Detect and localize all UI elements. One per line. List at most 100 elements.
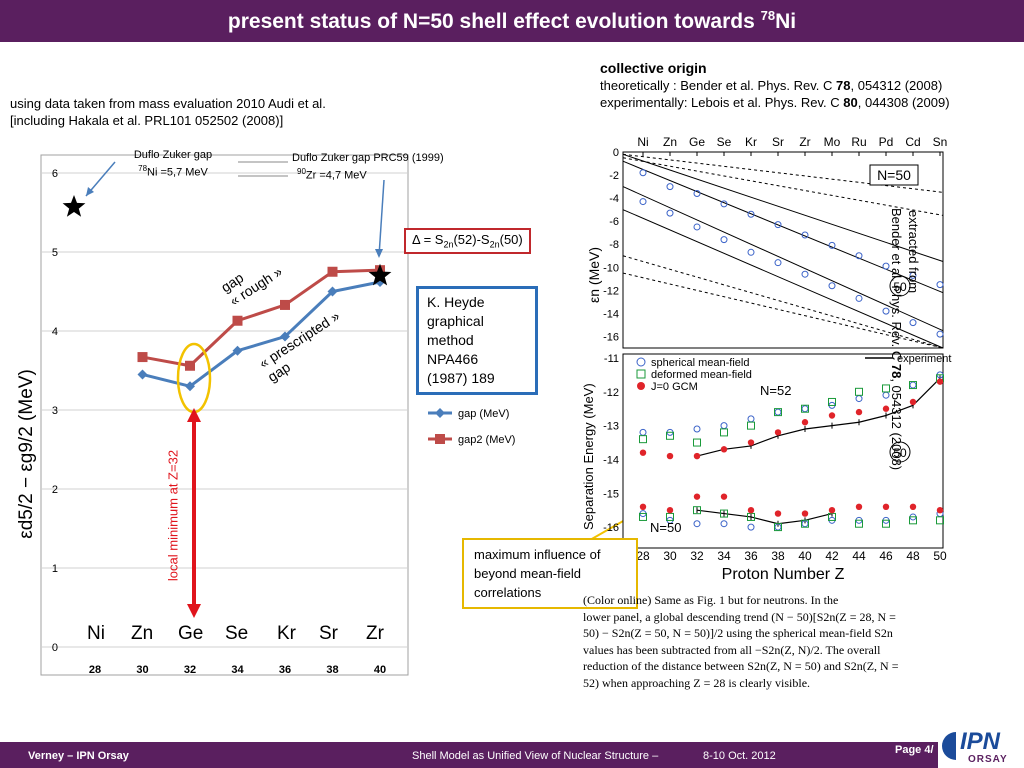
gap-chart-frame — [40, 154, 409, 676]
panelB-50-label: 50 — [893, 446, 907, 460]
panelA-y-tick: -16 — [603, 331, 619, 343]
panelA-y-tick: -10 — [603, 262, 619, 274]
panelA-orbital-line — [622, 160, 944, 294]
z32-highlight-ellipse — [176, 342, 212, 414]
beyond-mean-field-box: maximum influence of beyond mean-field cor… — [462, 538, 638, 609]
panelA-point — [666, 183, 674, 191]
panelB-deformed-point — [909, 381, 917, 390]
panelB-deformed-point — [828, 397, 836, 406]
panelB-x-tick: 38 — [771, 549, 785, 563]
local-minimum-label: local minimum at Z=32 — [165, 449, 181, 582]
panelA-y-tick: -8 — [609, 239, 619, 251]
gap-legend: gap (MeV) gap2 (MeV) — [428, 408, 515, 446]
panelA-50-circle — [889, 275, 911, 297]
panelB-deformed-point — [666, 431, 674, 440]
gap-data-point — [280, 331, 290, 342]
panelB-spherical-point — [747, 523, 755, 531]
panelB-x-tick: 42 — [825, 549, 839, 563]
gap-legend-marker — [435, 408, 445, 418]
panelA-y-tick: -6 — [609, 216, 619, 228]
panelA-x-tick: Zr — [799, 135, 810, 149]
heyde-line: K. Heyde — [427, 294, 485, 310]
panelA-point — [774, 259, 782, 267]
panelB-gcm-point — [909, 503, 917, 510]
panelB-gcm-point — [693, 452, 701, 460]
panelB-y-tick: -14 — [603, 454, 619, 466]
panelB-gcm-point — [747, 439, 755, 446]
gap-data-point — [137, 369, 148, 380]
gap2-data-point — [327, 266, 338, 277]
panelB-gcm-point — [639, 449, 647, 456]
collective-origin-block: collective origin theoretically : Bender… — [600, 60, 950, 110]
panelA-point — [828, 241, 836, 249]
panelB-gcm-point — [828, 506, 836, 514]
panelB-gcm-point — [639, 503, 647, 510]
panelA-orbital-line — [622, 186, 944, 332]
element-label-kr: Kr — [277, 623, 296, 644]
gap-data-point — [327, 286, 338, 297]
caption-line: values has been subtracted from all −S2n… — [583, 642, 881, 657]
panelB-deformed-point — [855, 387, 863, 396]
panelB-y-tick: -13 — [603, 421, 619, 433]
panelB-legend: spherical mean-field deformed mean-field… — [636, 353, 951, 393]
panelB-x-tick: 32 — [690, 549, 704, 563]
legend-deformed-marker — [636, 369, 646, 379]
panelB-gcm-point — [936, 506, 944, 514]
panelA-point — [936, 281, 944, 289]
gap2-data-point — [137, 352, 148, 363]
panelA-y-tick: -12 — [603, 285, 619, 297]
panelB-spherical-point — [720, 520, 728, 528]
gap-y-tick-label: 5 — [52, 247, 58, 259]
panelB-gcm-point — [693, 493, 701, 500]
gap-y-tick-label: 2 — [52, 484, 58, 496]
panelA-y-tick: -4 — [609, 193, 619, 205]
panelB-y-tick: -16 — [603, 522, 619, 534]
panelB-deformed-point — [828, 512, 836, 521]
footer-page: Page 4/ — [895, 744, 934, 756]
gap-series-line — [142, 268, 381, 368]
panelB-y-tick: -11 — [604, 353, 619, 365]
gap2-data-point — [185, 360, 195, 371]
panelA-orbital-dashed — [622, 255, 944, 349]
gap2-data-point — [232, 315, 243, 326]
separation-energy-panel: -11 -12 -13 -14 -15 -16 28 30 32 34 36 38 40 42 44 46 48… — [581, 353, 951, 583]
heyde-reference-box: K. Heyde graphical method NPA466 (1987) 189 — [416, 286, 538, 395]
element-labels: Ni Zn Ge Se Kr Sr Zr — [85, 623, 415, 649]
panelA-orbital-line — [622, 209, 944, 349]
header-bar: present status of N=50 shell effect evol… — [0, 0, 1024, 42]
panelB-n52-label: N=52 — [760, 383, 791, 398]
logo-text: IPN — [960, 728, 1001, 755]
element-label-ge: Ge — [178, 623, 204, 644]
panelB-x-tick: 36 — [744, 549, 758, 563]
caption-line: lower panel, a global descending trend (… — [583, 609, 896, 624]
ipn-logo: IPN ORSAY — [938, 726, 1024, 768]
extracted-from-label: extracted from Bender et al. Phys. Rev. … — [889, 208, 921, 471]
panelB-experiment-line — [696, 377, 941, 457]
panelA-y-tick: -14 — [603, 308, 619, 320]
single-particle-energy-panel: Ni Zn Ge Se Kr Sr Zr Mo Ru Pd Cd Sn 0 -2 -4 -6 -8 -10 -12 -… — [586, 135, 948, 349]
panelB-experiment-line — [696, 509, 833, 525]
panelB-deformed-point — [936, 516, 944, 525]
panelB-x-tick: 30 — [663, 549, 677, 563]
panelB-deformed-point — [909, 516, 917, 525]
panelA-y-label: εn (MeV) — [586, 247, 602, 303]
panelA-n50-tag-box — [869, 164, 919, 186]
gap-x-tick-label: 38 — [326, 664, 338, 676]
panelA-point — [801, 231, 809, 239]
panelB-x-tick: 50 — [933, 549, 947, 563]
panelA-x-tick: Sn — [933, 135, 948, 149]
gap2-data-point — [280, 299, 290, 310]
heyde-line: (1987) 189 — [427, 370, 495, 386]
panelB-deformed-point — [855, 519, 863, 528]
panelA-y-tick: 0 — [613, 147, 619, 159]
caption-line: (Color online) Same as Fig. 1 but for ne… — [583, 593, 839, 607]
panelB-gcm-point — [882, 405, 890, 412]
panelA-point — [936, 330, 944, 338]
heyde-line: NPA466 — [427, 351, 479, 367]
panelA-orbital-dashed — [622, 157, 944, 216]
gap-x-tick-label: 34 — [231, 664, 244, 676]
delta-definition-box: Δ = S2n(52)-S2n(50) — [404, 228, 531, 254]
panelB-x-tick: 46 — [879, 549, 893, 563]
gap-series-line — [142, 280, 381, 388]
caption-line: 52) when approaching Z = 28 is clearly v… — [583, 675, 811, 690]
